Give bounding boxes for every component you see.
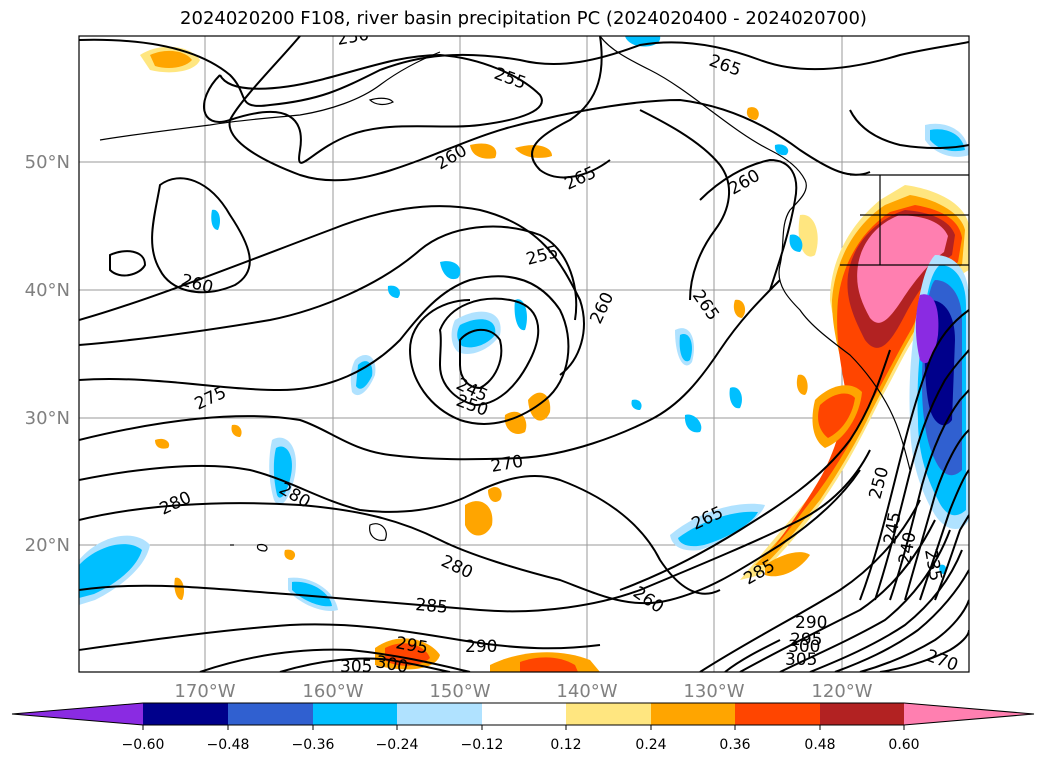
colorbar-tick-label: −0.36 — [292, 737, 335, 753]
lon-label: 120°W — [811, 681, 872, 702]
contour-label: 305 — [785, 650, 817, 670]
contour-label: 285 — [415, 595, 449, 618]
coastlines — [99, 36, 969, 552]
colorbar-segment — [397, 703, 482, 725]
colorbar: −0.60 −0.48 −0.36 −0.24 −0.12 0.12 0.24 … — [11, 702, 1035, 753]
lon-label: 150°W — [429, 681, 490, 702]
lon-label: 170°W — [174, 681, 235, 702]
colorbar-segment — [735, 703, 820, 725]
colorbar-segment — [313, 703, 397, 725]
lat-label: 30°N — [25, 408, 70, 429]
contour-label: 290 — [465, 637, 497, 657]
colorbar-segment — [482, 703, 566, 725]
contour-label: 295 — [790, 630, 822, 650]
colorbar-tick-label: 0.48 — [804, 737, 835, 753]
contour-label: 300 — [788, 637, 820, 657]
plot-area — [79, 36, 969, 672]
colorbar-tick-label: 0.12 — [550, 737, 581, 753]
colorbar-tick-label: −0.48 — [207, 737, 250, 753]
precip-positive-shading — [140, 46, 969, 672]
height-contours — [79, 36, 969, 672]
plot-border — [78, 35, 970, 673]
lon-label: 130°W — [683, 681, 744, 702]
longitude-labels: 170°W 160°W 150°W 140°W 130°W 120°W — [174, 681, 872, 702]
colorbar-segment — [651, 703, 735, 725]
lat-label: 20°N — [25, 535, 70, 556]
colorbar-tick-label: −0.24 — [376, 737, 419, 753]
lon-label: 140°W — [556, 681, 617, 702]
latitude-labels: 50°N 40°N 30°N 20°N — [25, 152, 70, 556]
colorbar-tick-label: 0.24 — [635, 737, 666, 753]
colorbar-extend-low — [12, 703, 143, 725]
contour-label: 300 — [374, 652, 409, 677]
lat-label: 40°N — [25, 280, 70, 301]
colorbar-segment — [228, 703, 313, 725]
colorbar-tick-label: −0.60 — [122, 737, 165, 753]
contour-label: 290 — [795, 613, 827, 633]
contour-label: 305 — [340, 657, 372, 677]
colorbar-tick-label: 0.36 — [719, 737, 750, 753]
colorbar-tick-label: 0.60 — [888, 737, 919, 753]
colorbar-segment — [820, 703, 904, 725]
colorbar-segment — [143, 703, 228, 725]
colorbar-tick-label: −0.12 — [461, 737, 504, 753]
lat-label: 50°N — [25, 152, 70, 173]
map-title: 2024020200 F108, river basin precipitati… — [180, 8, 867, 29]
lon-label: 160°W — [302, 681, 363, 702]
colorbar-extend-high — [904, 703, 1034, 725]
colorbar-segment — [566, 703, 651, 725]
